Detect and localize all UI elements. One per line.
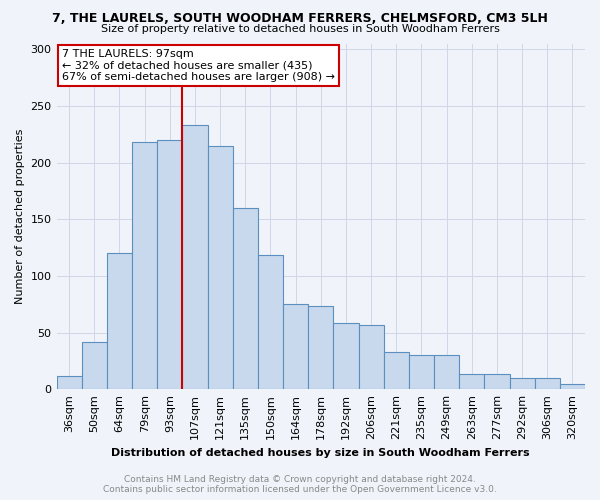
X-axis label: Distribution of detached houses by size in South Woodham Ferrers: Distribution of detached houses by size … [112,448,530,458]
Text: 7 THE LAURELS: 97sqm
← 32% of detached houses are smaller (435)
67% of semi-deta: 7 THE LAURELS: 97sqm ← 32% of detached h… [62,48,335,82]
Bar [82,342,107,389]
Bar [56,376,82,389]
Bar [359,324,383,389]
Bar [308,306,334,389]
Bar [535,378,560,389]
Bar [132,142,157,389]
Bar [560,384,585,389]
Text: Size of property relative to detached houses in South Woodham Ferrers: Size of property relative to detached ho… [101,24,499,34]
Bar [409,355,434,389]
Text: 7, THE LAURELS, SOUTH WOODHAM FERRERS, CHELMSFORD, CM3 5LH: 7, THE LAURELS, SOUTH WOODHAM FERRERS, C… [52,12,548,26]
Bar [182,125,208,389]
Bar [484,374,509,389]
Bar [208,146,233,389]
Bar [107,253,132,389]
Bar [459,374,484,389]
Text: Contains HM Land Registry data © Crown copyright and database right 2024.
Contai: Contains HM Land Registry data © Crown c… [103,474,497,494]
Bar [157,140,182,389]
Bar [434,355,459,389]
Bar [283,304,308,389]
Bar [258,256,283,389]
Bar [233,208,258,389]
Y-axis label: Number of detached properties: Number of detached properties [15,128,25,304]
Bar [334,324,359,389]
Bar [509,378,535,389]
Bar [383,352,409,389]
